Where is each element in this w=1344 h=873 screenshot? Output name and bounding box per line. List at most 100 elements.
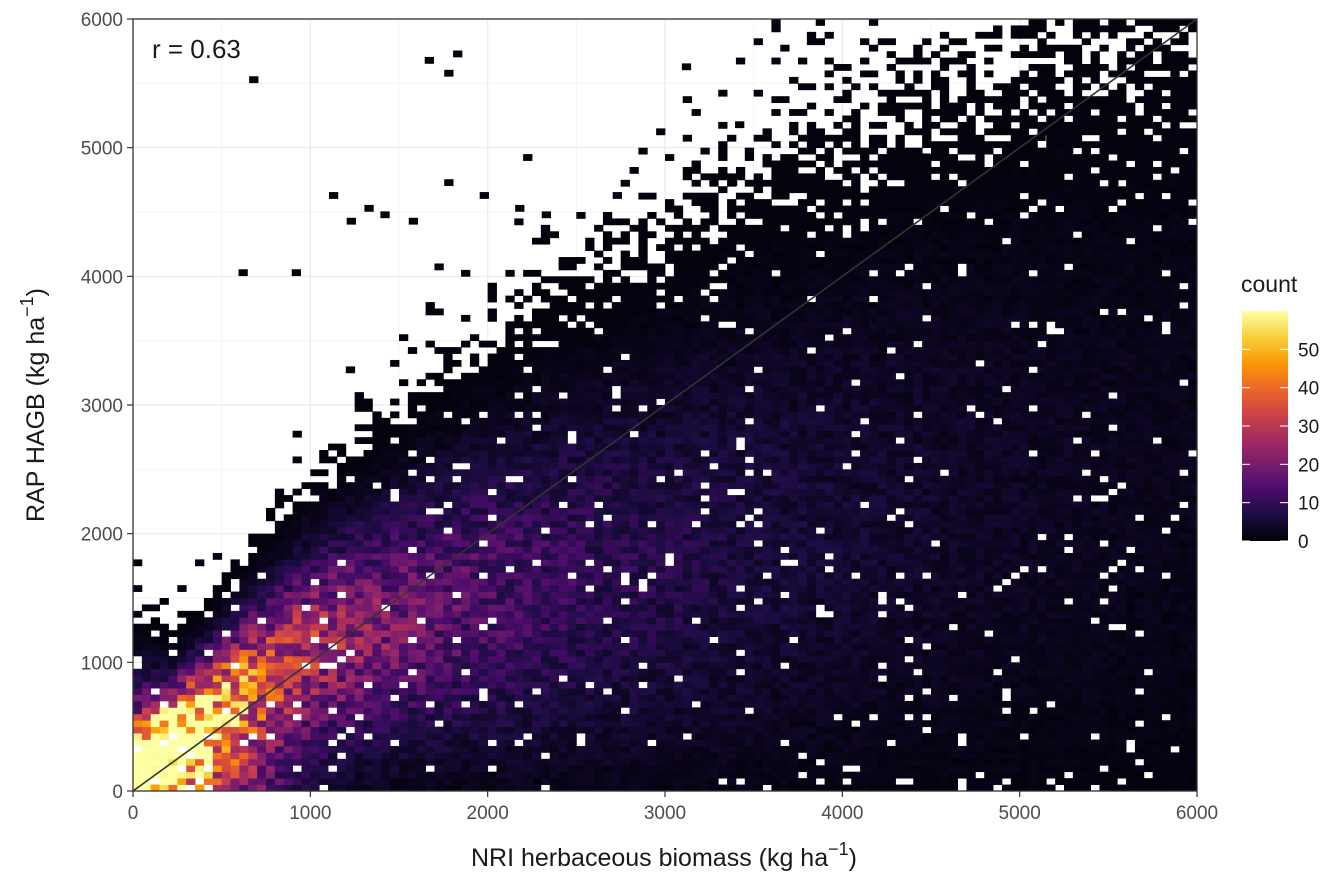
density-tile [798, 591, 808, 599]
density-tile [434, 488, 444, 496]
density-tile [399, 630, 409, 637]
density-tile [496, 591, 506, 599]
density-tile [780, 192, 790, 200]
density-tile [443, 385, 453, 393]
density-tile [301, 700, 311, 708]
density-tile [549, 707, 559, 715]
density-tile [665, 688, 675, 695]
density-tile [620, 405, 630, 412]
density-tile [806, 469, 817, 477]
density-tile [673, 527, 684, 535]
density-tile [656, 578, 666, 586]
density-tile [665, 572, 675, 580]
density-tile [709, 495, 719, 502]
density-tile [806, 559, 817, 567]
density-tile [806, 675, 817, 683]
density-tile [461, 450, 471, 457]
density-tile [691, 643, 701, 650]
density-tile [576, 347, 586, 354]
density-tile [718, 398, 728, 406]
density-tile [629, 334, 639, 342]
density-tile [798, 430, 808, 438]
density-tile [496, 643, 506, 650]
density-tile [647, 546, 657, 554]
density-tile [780, 231, 790, 239]
density-tile [532, 713, 542, 721]
density-tile [585, 552, 595, 560]
density-tile [425, 630, 435, 637]
density-tile [709, 199, 719, 206]
density-tile [274, 585, 285, 592]
density-tile [744, 520, 755, 528]
density-tile [709, 675, 719, 683]
density-tile [532, 739, 542, 747]
density-tile [629, 495, 639, 502]
density-tile [762, 385, 772, 393]
density-tile [274, 578, 285, 586]
density-tile [682, 559, 692, 567]
density-tile [549, 507, 559, 515]
density-tile [611, 482, 622, 490]
density-tile [434, 655, 444, 663]
density-tile [673, 308, 684, 316]
density-tile [611, 424, 622, 432]
density-tile [594, 784, 604, 792]
density-tile [301, 527, 311, 535]
density-tile [319, 655, 329, 663]
density-tile [505, 688, 515, 695]
density-tile [709, 720, 719, 728]
density-tile [798, 379, 808, 387]
density-tile [611, 269, 622, 277]
density-tile [354, 392, 364, 399]
density-tile [540, 520, 551, 528]
density-tile [399, 668, 409, 676]
density-tile [496, 726, 506, 734]
density-tile [665, 649, 675, 657]
density-tile [567, 372, 577, 380]
density-tile [576, 675, 586, 683]
density-tile [665, 585, 675, 592]
density-tile [549, 450, 559, 457]
density-tile [602, 720, 613, 728]
density-tile [133, 771, 143, 779]
density-tile [487, 713, 497, 721]
density-tile [230, 623, 240, 631]
density-tile [399, 617, 409, 625]
density-tile [150, 655, 160, 663]
density-tile [274, 591, 285, 599]
density-tile [682, 745, 692, 753]
density-tile [815, 720, 825, 728]
density-tile [735, 713, 746, 721]
density-tile [336, 649, 347, 657]
density-tile [363, 623, 373, 631]
density-tile [682, 475, 692, 483]
density-tile [727, 405, 737, 412]
density-tile [647, 450, 657, 457]
density-tile [523, 392, 533, 399]
density-tile [602, 507, 613, 515]
density-tile [354, 610, 364, 618]
density-tile [700, 675, 710, 683]
density-tile [611, 726, 622, 734]
density-tile [656, 546, 666, 554]
density-tile [780, 623, 790, 631]
density-tile [461, 411, 471, 419]
density-tile [602, 359, 613, 367]
density-tile [407, 430, 418, 438]
density-tile [372, 520, 382, 528]
density-tile [638, 527, 648, 535]
density-tile [363, 398, 373, 406]
density-tile [540, 572, 551, 580]
density-tile [673, 655, 684, 663]
density-tile [727, 276, 737, 284]
density-tile [239, 784, 249, 792]
density-tile [496, 366, 506, 374]
density-tile [576, 385, 586, 393]
density-tile [407, 495, 418, 502]
density-tile [673, 488, 684, 496]
density-tile [629, 559, 639, 567]
density-tile [753, 765, 763, 773]
density-tile [629, 565, 639, 573]
density-tile [372, 417, 382, 425]
density-tile [789, 244, 799, 251]
